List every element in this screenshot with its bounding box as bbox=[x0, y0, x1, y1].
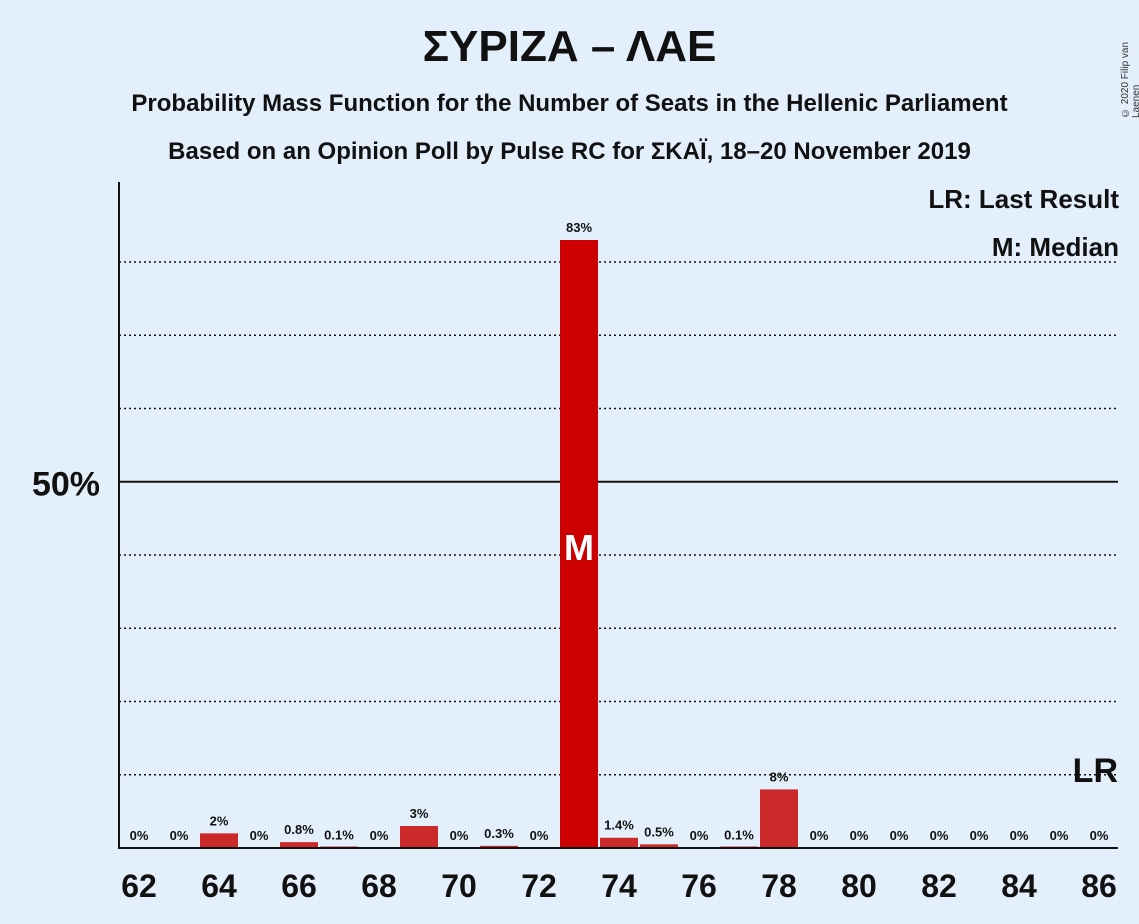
data-label-seat-73: 83% bbox=[566, 220, 592, 235]
data-label-seat-66: 0.8% bbox=[284, 822, 314, 837]
x-tick-label-72: 72 bbox=[521, 868, 557, 904]
bar-seat-78 bbox=[760, 789, 798, 848]
data-label-seat-83: 0% bbox=[970, 828, 989, 843]
data-label-seat-80: 0% bbox=[850, 828, 869, 843]
x-tick-label-80: 80 bbox=[841, 868, 877, 904]
data-label-seat-72: 0% bbox=[530, 828, 549, 843]
median-marker: M bbox=[564, 527, 594, 568]
bar-seat-71 bbox=[480, 845, 518, 848]
bar-seat-73 bbox=[560, 240, 598, 848]
data-label-seat-74: 1.4% bbox=[604, 818, 634, 833]
data-label-seat-75: 0.5% bbox=[644, 824, 674, 839]
data-label-seat-70: 0% bbox=[450, 828, 469, 843]
data-label-seat-81: 0% bbox=[890, 828, 909, 843]
x-tick-label-66: 66 bbox=[281, 868, 317, 904]
data-label-seat-68: 0% bbox=[370, 828, 389, 843]
data-label-seat-77: 0.1% bbox=[724, 827, 754, 842]
x-tick-label-84: 84 bbox=[1001, 868, 1037, 904]
data-label-seat-78: 8% bbox=[770, 769, 789, 784]
data-label-seat-86: 0% bbox=[1090, 828, 1109, 843]
legend-median: M: Median bbox=[991, 232, 1119, 262]
y-tick-label: 50% bbox=[32, 466, 100, 504]
x-tick-label-62: 62 bbox=[121, 868, 157, 904]
bar-seat-64 bbox=[200, 833, 238, 848]
data-label-seat-63: 0% bbox=[170, 828, 189, 843]
bar-seat-75 bbox=[640, 844, 678, 848]
x-tick-label-86: 86 bbox=[1081, 868, 1117, 904]
x-tick-label-68: 68 bbox=[361, 868, 397, 904]
data-label-seat-67: 0.1% bbox=[324, 827, 354, 842]
data-label-seat-65: 0% bbox=[250, 828, 269, 843]
chart-title: ΣΥΡΙΖΑ – ΛΑΕ bbox=[422, 22, 717, 71]
chart-subtitle: Probability Mass Function for the Number… bbox=[131, 90, 1008, 117]
data-label-seat-71: 0.3% bbox=[484, 826, 514, 841]
bar-seat-69 bbox=[400, 826, 438, 848]
data-label-seat-64: 2% bbox=[210, 813, 229, 828]
chart-source: Based on an Opinion Poll by Pulse RC for… bbox=[168, 138, 971, 165]
last-result-marker: LR bbox=[1073, 752, 1118, 790]
bar-seat-74 bbox=[600, 837, 638, 848]
x-tick-label-82: 82 bbox=[921, 868, 957, 904]
data-label-seat-85: 0% bbox=[1050, 828, 1069, 843]
data-label-seat-79: 0% bbox=[810, 828, 829, 843]
x-tick-label-74: 74 bbox=[601, 868, 637, 904]
x-tick-label-64: 64 bbox=[201, 868, 237, 904]
data-label-seat-84: 0% bbox=[1010, 828, 1029, 843]
bar-seat-66 bbox=[280, 842, 318, 848]
data-label-seat-76: 0% bbox=[690, 828, 709, 843]
data-label-seat-62: 0% bbox=[130, 828, 149, 843]
data-label-seat-82: 0% bbox=[930, 828, 949, 843]
data-label-seat-69: 3% bbox=[410, 806, 429, 821]
x-tick-label-70: 70 bbox=[441, 868, 477, 904]
legend-last-result: LR: Last Result bbox=[928, 184, 1119, 214]
x-tick-label-76: 76 bbox=[681, 868, 717, 904]
x-tick-label-78: 78 bbox=[761, 868, 797, 904]
